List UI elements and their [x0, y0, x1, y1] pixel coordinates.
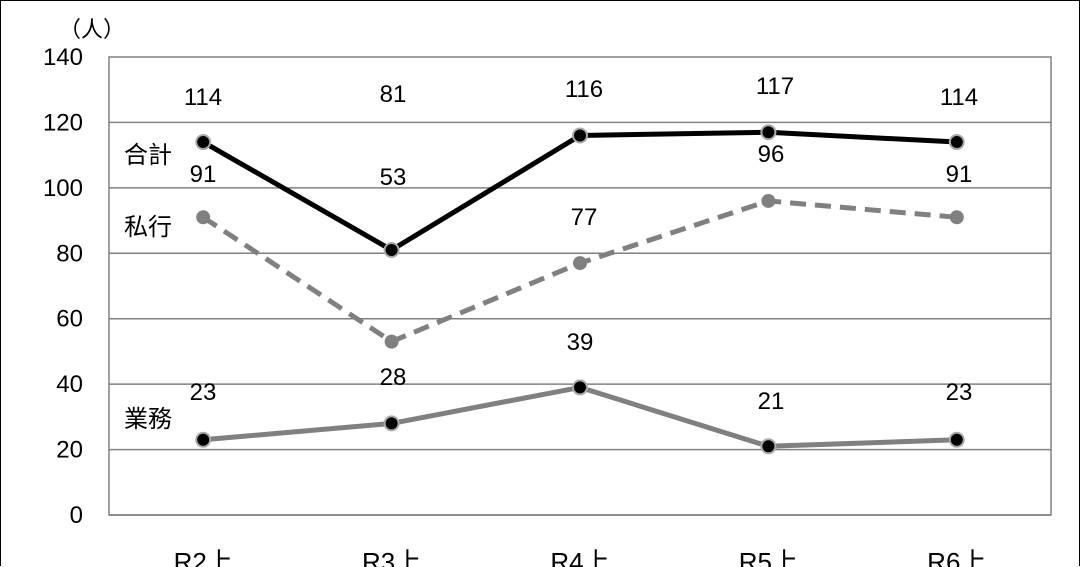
- data-point: [572, 379, 588, 396]
- y-tick-label: 80: [56, 240, 83, 267]
- data-label: 21: [758, 388, 785, 415]
- series-layer: [195, 124, 965, 455]
- x-tick-label: R5上: [739, 547, 798, 567]
- gridlines: [108, 56, 1052, 516]
- y-tick-label: 140: [43, 44, 83, 71]
- y-tick-label: 0: [70, 502, 83, 529]
- y-axis-unit-label: （人）: [59, 17, 125, 42]
- data-label: 91: [190, 161, 217, 188]
- plot-area: [108, 56, 1052, 516]
- y-tick-label: 120: [43, 109, 83, 136]
- data-point: [384, 334, 399, 349]
- data-label: 77: [571, 204, 598, 231]
- data-point: [383, 415, 400, 432]
- x-axis-ticks: R2上 R3上 R4上 R5上 R6上: [174, 547, 987, 567]
- series-label: 合計: [124, 141, 172, 169]
- data-point: [760, 124, 777, 141]
- data-point: [573, 256, 587, 271]
- data-point: [948, 134, 965, 151]
- data-point: [949, 210, 964, 225]
- data-point: [195, 431, 212, 448]
- data-label: 116: [565, 76, 603, 103]
- series-label: 私行: [124, 213, 172, 241]
- series-line-2: [202, 384, 957, 449]
- y-tick-label: 40: [56, 371, 83, 398]
- data-label: 117: [756, 73, 794, 100]
- data-point: [383, 242, 400, 259]
- data-label: 114: [940, 84, 978, 111]
- data-label: 23: [946, 379, 973, 406]
- y-tick-label: 100: [43, 175, 83, 202]
- data-label: 53: [380, 164, 407, 191]
- data-label: 114: [184, 84, 222, 111]
- data-label: 91: [946, 161, 973, 188]
- y-axis-ticks: 0 20 40 60 80 100 120 140: [43, 44, 83, 529]
- data-point: [760, 438, 777, 455]
- x-tick-label: R4上: [550, 547, 609, 567]
- x-tick-label: R3上: [362, 547, 421, 567]
- series-line-0: [201, 129, 957, 253]
- series-label: 業務: [124, 405, 172, 433]
- data-label: 23: [190, 379, 217, 406]
- data-label: 81: [380, 81, 407, 108]
- y-tick-label: 20: [56, 437, 83, 464]
- data-label: 96: [758, 141, 785, 168]
- data-label: 28: [380, 364, 407, 391]
- x-tick-label: R6上: [927, 547, 986, 567]
- x-tick-label: R2上: [174, 547, 233, 567]
- y-tick-label: 60: [56, 306, 83, 333]
- data-point: [948, 431, 965, 448]
- data-point: [195, 134, 212, 151]
- data-point: [196, 210, 211, 225]
- data-point: [572, 127, 588, 144]
- data-point: [761, 193, 776, 208]
- data-label: 39: [567, 329, 594, 356]
